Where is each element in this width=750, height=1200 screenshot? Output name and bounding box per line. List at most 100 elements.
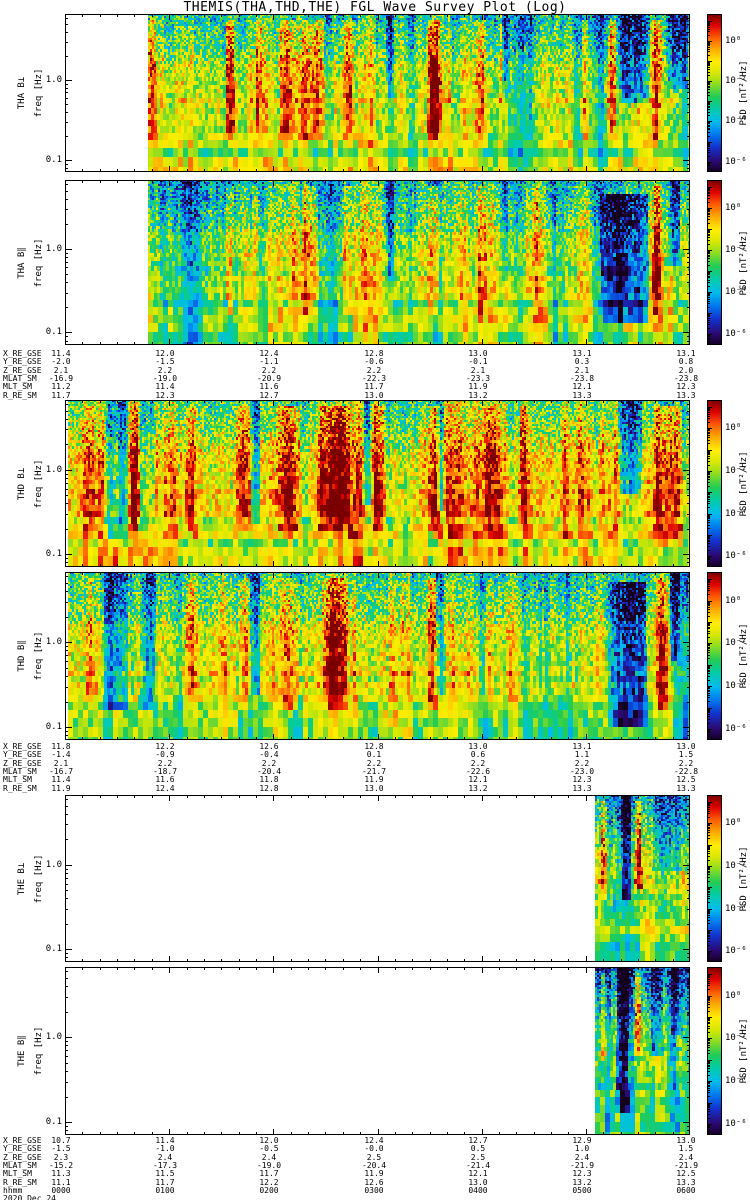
ephemeris-value: -1.5 xyxy=(51,1144,71,1154)
ephemeris-value: 11.6 xyxy=(155,775,175,785)
ephemeris-row-label: X_RE_GSE xyxy=(3,742,42,751)
ephemeris-value: -19.0 xyxy=(256,1160,282,1170)
ephemeris-value: 11.7 xyxy=(259,1169,279,1179)
ephemeris-value: -1.0 xyxy=(155,1144,175,1154)
psd-axis-label-tha-bpar: PSD [nT²/Hz] xyxy=(739,229,749,296)
panel-label-tha-bpar: THA B∥ xyxy=(17,246,27,279)
colorbar-tick-label: 10⁰ xyxy=(725,595,742,606)
psd-axis-label-thd-bperp: PSD [nT²/Hz] xyxy=(739,450,749,517)
colorbar-tick-label: 10⁻² xyxy=(725,76,747,87)
ephemeris-value: 0.5 xyxy=(470,1144,486,1154)
ephemeris-value: -23.3 xyxy=(465,373,491,383)
ephemeris-row-label: hhmm xyxy=(3,1185,23,1195)
ephemeris-value: 12.0 xyxy=(259,1136,279,1145)
ephemeris-value: 2.4 xyxy=(157,1152,173,1162)
ephemeris-value: -22.6 xyxy=(465,766,491,776)
ephemeris-value: 12.1 xyxy=(572,382,592,392)
ephemeris-value: 13.2 xyxy=(468,390,488,400)
ytick-label-tha-bperp: 1.0 xyxy=(45,75,62,86)
ephemeris-value: 2.0 xyxy=(678,365,694,375)
ephemeris-value: 13.0 xyxy=(468,1177,488,1187)
ephemeris-row-label: MLAT_SM xyxy=(3,373,37,383)
colorbar-tick-label: 10⁻⁶ xyxy=(725,551,747,562)
ephemeris-value: 2.4 xyxy=(261,1152,277,1162)
ephemeris-value: 13.3 xyxy=(676,783,696,793)
panel-label-tha-bperp: THA B⊥ xyxy=(17,76,27,110)
colorbar-tha-bpar xyxy=(707,180,722,345)
ephemeris-value: -23.8 xyxy=(673,373,699,383)
ephemeris-value: 0500 xyxy=(572,1185,592,1195)
ephemeris-value: 12.9 xyxy=(572,1136,592,1145)
ephemeris-value: 12.4 xyxy=(259,349,279,358)
colorbar-tick-label: 10⁻⁶ xyxy=(725,1119,747,1130)
ephemeris-value: 1.0 xyxy=(574,1144,590,1154)
ephemeris-value: 2.2 xyxy=(470,758,486,768)
ephemeris-value: 2.1 xyxy=(574,365,590,375)
ephemeris-value: 10.7 xyxy=(51,1136,71,1145)
colorbar-tick-label: 10⁻² xyxy=(725,638,747,649)
ephemeris-value: 12.0 xyxy=(155,349,175,358)
ephemeris-row-label: X_RE_GSE xyxy=(3,1136,42,1145)
ephemeris-row-label: MLT_SM xyxy=(3,382,32,392)
ephemeris-value: 12.2 xyxy=(155,742,175,751)
ephemeris-row: MLAT_SM -16.9 -19.0 -20.9 -22.3 -23.3 -23.8 -23… xyxy=(0,374,750,383)
ytick-label-the-bpar: 0.1 xyxy=(45,1117,62,1128)
colorbar-tick-label: 10⁻⁶ xyxy=(725,724,747,735)
ephemeris-value: -2.0 xyxy=(51,357,71,367)
ephemeris-value: 0000 xyxy=(51,1185,71,1195)
ephemeris-value: 2.4 xyxy=(678,1152,694,1162)
ephemeris-row-label: MLAT_SM xyxy=(3,766,37,776)
spectrogram-thd-bpar xyxy=(65,572,690,740)
colorbar-tick-label: 10⁻⁴ xyxy=(725,903,747,914)
colorbar-tick-label: 10⁻² xyxy=(725,245,747,256)
ytick-label-the-bperp: 0.1 xyxy=(45,944,62,955)
ephemeris-value: 12.4 xyxy=(155,783,175,793)
colorbar-thd-bperp xyxy=(707,400,722,567)
ephemeris-row-label: Y_RE_GSE xyxy=(3,1144,42,1154)
spectrogram-the-bpar xyxy=(65,967,690,1135)
ephemeris-row: Z_RE_GSE 2.1 2.2 2.2 2.2 2.2 2.2 2.2 xyxy=(0,759,750,768)
ephemeris-value: 13.2 xyxy=(468,783,488,793)
ephemeris-value: 2.2 xyxy=(261,758,277,768)
ephemeris-value: 0400 xyxy=(468,1185,488,1195)
ephemeris-value: 2.2 xyxy=(261,365,277,375)
ephemeris-value: 13.1 xyxy=(572,349,592,358)
ytick-label-tha-bperp: 0.1 xyxy=(45,154,62,165)
ephemeris-value: 11.7 xyxy=(155,1177,175,1187)
ephemeris-value: 11.4 xyxy=(155,1136,175,1145)
ephemeris-value: -0.5 xyxy=(259,1144,279,1154)
ephemeris-value: 11.8 xyxy=(51,742,71,751)
colorbar-the-bperp xyxy=(707,795,722,962)
ephemeris-value: -0.9 xyxy=(155,750,175,760)
ytick-label-tha-bpar: 1.0 xyxy=(45,243,62,254)
ytick-label-the-bperp: 1.0 xyxy=(45,859,62,870)
date-label: 2020 Dec 24 xyxy=(3,1194,56,1200)
ephemeris-value: 11.4 xyxy=(155,382,175,392)
ephemeris-value: 2.1 xyxy=(470,365,486,375)
colorbar-tick-label: 10⁻⁴ xyxy=(725,508,747,519)
ephemeris-value: -20.4 xyxy=(256,766,282,776)
ephemeris-value: -20.9 xyxy=(256,373,282,383)
ephemeris-row: MLAT_SM -16.7 -18.7 -20.4 -21.7 -22.6 -23.0 -22… xyxy=(0,767,750,776)
ephemeris-value: 11.7 xyxy=(364,382,384,392)
psd-axis-label-the-bpar: PSD [nT²/Hz] xyxy=(739,1018,749,1084)
ephemeris-value: -0.6 xyxy=(364,357,384,367)
ephemeris-value: 12.7 xyxy=(468,1136,488,1145)
ephemeris-value: 11.9 xyxy=(51,783,71,793)
colorbar-tick-label: 10⁻⁶ xyxy=(725,156,747,167)
ephemeris-value: 12.3 xyxy=(572,1169,592,1179)
ephemeris-row: MLT_SM 11.2 11.4 11.6 11.7 11.9 12.1 12.3 xyxy=(0,382,750,391)
ephemeris-value: 0.6 xyxy=(470,750,486,760)
ephemeris-value: -1.4 xyxy=(51,750,71,760)
ephemeris-row-label: Z_RE_GSE xyxy=(3,758,42,768)
ephemeris-value: -23.0 xyxy=(569,766,595,776)
ephemeris-value: -22.8 xyxy=(673,766,699,776)
ephemeris-value: 13.0 xyxy=(468,349,488,358)
colorbar-tick-label: 10⁻⁴ xyxy=(725,287,747,298)
ephemeris-value: 13.1 xyxy=(676,349,696,358)
spectrogram-tha-bperp xyxy=(65,14,690,172)
panel-label-the-bpar: THE B∥ xyxy=(17,1035,27,1067)
ephemeris-value: 13.3 xyxy=(572,783,592,793)
ephemeris-value: 2.1 xyxy=(53,758,69,768)
ephemeris-value: 2.5 xyxy=(366,1152,382,1162)
